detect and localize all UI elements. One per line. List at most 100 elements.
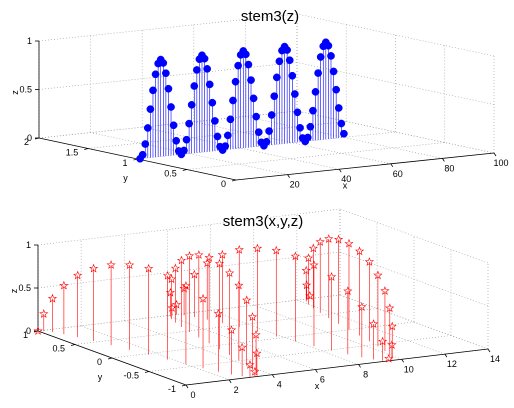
data-point [343, 286, 353, 296]
y-tick-label: -1 [168, 384, 176, 394]
data-point [125, 260, 135, 270]
data-point [377, 336, 388, 346]
x-tick-label: 6 [320, 375, 325, 385]
data-point [162, 69, 170, 78]
data-point [163, 270, 173, 280]
y-tick-mark [84, 148, 89, 150]
z-axis-label: z [10, 90, 20, 95]
data-point [213, 308, 223, 318]
x-tick-mark [444, 353, 448, 358]
data-point [180, 146, 188, 155]
x-tick-label: 12 [447, 359, 457, 369]
y-tick-label: 2 [24, 137, 29, 147]
data-point [380, 286, 390, 295]
data-point [234, 280, 244, 290]
data-point [283, 46, 291, 54]
z-tick-label: 1 [27, 36, 32, 46]
data-point [334, 104, 343, 112]
data-point [234, 61, 242, 70]
data-point [285, 56, 294, 65]
data-point [211, 117, 219, 125]
data-point [166, 274, 177, 284]
data-point [303, 133, 312, 142]
data-point [159, 59, 168, 67]
y-axis-label: y [98, 372, 103, 382]
z-tick-label: 0.5 [18, 283, 31, 293]
data-point [164, 84, 173, 93]
y-axis-label: y [123, 173, 128, 183]
data-point [184, 251, 195, 260]
z-axis-label: z [9, 288, 19, 293]
grid-line [339, 294, 489, 350]
data-point [223, 131, 232, 140]
grid-line [339, 251, 489, 307]
data-point [169, 121, 178, 130]
grid-line [124, 320, 273, 375]
y-tick-mark [182, 169, 187, 171]
data-point [172, 136, 181, 145]
data-point [194, 250, 204, 259]
z-tick-label: 0 [27, 133, 32, 143]
data-point [327, 52, 335, 60]
x-tick-mark [442, 158, 445, 162]
data-point [262, 137, 271, 146]
data-point [251, 330, 261, 339]
data-point [384, 353, 394, 363]
data-point [204, 252, 214, 262]
y-tick-label: 0 [97, 357, 102, 367]
data-point [149, 86, 157, 95]
data-point [171, 299, 182, 309]
data-point [217, 249, 227, 259]
y-tick-mark [181, 384, 187, 387]
x-tick-label: 100 [493, 158, 508, 168]
z-tick-label: 0 [26, 326, 31, 336]
data-point [244, 60, 253, 69]
data-point [270, 92, 279, 101]
data-point [315, 237, 325, 246]
data-point [185, 119, 193, 128]
data-point [226, 115, 235, 124]
data-point [306, 122, 315, 131]
data-point [229, 96, 237, 105]
grid-line [142, 126, 340, 170]
data-point [208, 98, 217, 107]
data-point [189, 269, 199, 279]
x-tick-mark [487, 348, 491, 353]
data-point [385, 303, 395, 313]
chart-title: stem3(x,y,z) [223, 213, 304, 230]
data-point [311, 88, 320, 96]
data-point [296, 123, 304, 132]
data-point [332, 85, 341, 94]
grid-line [167, 315, 316, 370]
x-axis-line [185, 348, 489, 386]
data-point [182, 135, 191, 144]
data-point [88, 263, 99, 273]
data-point [242, 295, 252, 305]
x-tick-mark [493, 152, 497, 157]
data-point [190, 82, 199, 90]
grid-line [38, 13, 298, 42]
data-point [308, 243, 318, 253]
data-point [254, 128, 263, 136]
y-tick-mark [144, 371, 150, 373]
data-point [387, 340, 397, 349]
data-point [275, 57, 284, 66]
grid-line [253, 305, 402, 360]
data-point [213, 132, 222, 141]
data-point [226, 325, 237, 335]
data-point [187, 100, 196, 109]
grid-line [37, 251, 341, 289]
data-point [231, 77, 240, 86]
x-tick-label: 0 [190, 390, 195, 400]
y-tick-label: 0.5 [52, 344, 65, 354]
data-point [344, 238, 354, 248]
x-tick-label: 2 [234, 385, 239, 395]
y-tick-label: 1 [23, 330, 28, 340]
data-point [250, 366, 260, 376]
chart-title: stem3(z) [241, 8, 299, 25]
data-point [221, 142, 230, 150]
data-point [302, 280, 312, 290]
data-point [192, 66, 201, 74]
grid-line [296, 299, 445, 355]
